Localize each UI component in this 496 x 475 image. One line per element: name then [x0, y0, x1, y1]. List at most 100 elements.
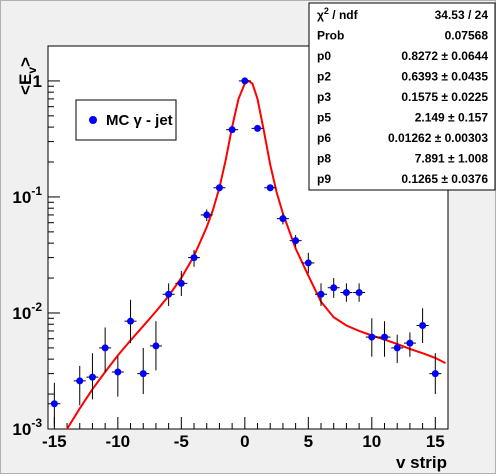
- y-axis: 10-3 10-2 10-1 1: [12, 45, 60, 439]
- data-marker: [228, 126, 236, 134]
- data-marker: [152, 342, 160, 350]
- stats-param-value: 34.53 / 24: [435, 8, 489, 22]
- x-tick-label: 10: [362, 432, 381, 451]
- data-marker: [127, 317, 135, 325]
- data-point: [162, 283, 175, 306]
- data-point: [86, 353, 99, 400]
- data-marker: [114, 368, 122, 376]
- y-axis-title-close: >: [16, 57, 35, 67]
- data-marker: [254, 124, 262, 132]
- data-marker: [76, 377, 84, 385]
- data-marker: [266, 184, 274, 192]
- data-point: [289, 234, 302, 248]
- data-marker: [292, 237, 300, 245]
- stats-row: χ2 / ndf 34.53 / 24: [317, 6, 488, 22]
- data-point: [111, 356, 124, 397]
- data-point: [238, 77, 251, 85]
- stats-param-name: p5: [317, 111, 331, 125]
- data-point: [226, 126, 239, 134]
- data-point: [213, 184, 226, 192]
- data-marker: [330, 284, 338, 292]
- data-point: [403, 332, 416, 357]
- data-point: [73, 365, 86, 406]
- data-point: [99, 327, 112, 372]
- svg-text:<Ev>: <Ev>: [16, 57, 39, 95]
- data-point: [200, 209, 213, 222]
- data-marker: [50, 400, 58, 408]
- data-marker: [381, 333, 389, 341]
- stats-row: p2 0.6393 ± 0.0435: [317, 70, 488, 84]
- data-point: [302, 252, 315, 274]
- data-marker: [139, 370, 147, 378]
- data-marker: [393, 344, 401, 352]
- x-tick-label: -10: [106, 432, 131, 451]
- y-tick-label: 10-2: [12, 300, 42, 323]
- stats-param-value: 0.1265 ± 0.0376: [401, 172, 488, 186]
- y-tick-label: 10-1: [12, 184, 42, 207]
- stats-param-name: p8: [317, 152, 331, 166]
- x-tick-label: -5: [174, 432, 189, 451]
- data-point: [327, 278, 340, 298]
- stats-param-name: p6: [317, 131, 331, 145]
- stats-row: Prob 0.07568: [317, 29, 488, 43]
- stats-row: p6 0.01262 ± 0.00303: [317, 131, 488, 145]
- data-marker: [88, 373, 96, 381]
- y-tick-label: 1: [33, 72, 42, 91]
- data-point: [264, 184, 277, 192]
- x-axis: -15 -10 -5 0 5 10 15: [42, 417, 449, 451]
- stats-param-value: 2.149 ± 0.157: [415, 111, 489, 125]
- data-point: [315, 283, 328, 306]
- data-point: [48, 382, 61, 427]
- stats-param-name: p2: [317, 70, 331, 84]
- data-marker: [431, 370, 439, 378]
- y-axis-title-sub: v: [25, 67, 39, 74]
- data-point: [365, 318, 378, 357]
- stats-param-value: 0.01262 ± 0.00303: [388, 131, 488, 145]
- data-marker: [165, 290, 173, 298]
- data-point: [378, 321, 391, 357]
- data-marker: [355, 289, 363, 297]
- data-point: [416, 308, 429, 344]
- data-point: [391, 334, 404, 364]
- legend-marker: [89, 116, 97, 124]
- x-tick-label: 15: [426, 432, 445, 451]
- data-point: [149, 321, 162, 371]
- stats-param-value: 0.1575 ± 0.0225: [401, 90, 488, 104]
- y-axis-title: <Ev>: [16, 57, 39, 95]
- data-marker: [368, 333, 376, 341]
- stats-param-value: 0.8272 ± 0.0644: [401, 49, 488, 63]
- data-point: [251, 124, 264, 132]
- data-marker: [419, 321, 427, 329]
- data-points-group: [48, 77, 442, 427]
- stats-param-value: 0.07568: [445, 29, 489, 43]
- stats-param-name: p9: [317, 172, 331, 186]
- stats-param-name: p0: [317, 49, 331, 63]
- data-point: [353, 283, 366, 302]
- data-marker: [304, 259, 312, 267]
- legend-box: MC γ - jet: [75, 99, 177, 141]
- data-point: [429, 353, 442, 395]
- fit-stats-box: χ2 / ndf 34.53 / 24 Prob 0.07568 p0 0.8272 ± …: [308, 2, 496, 191]
- data-marker: [101, 344, 109, 352]
- data-marker: [317, 290, 325, 298]
- y-tick-label: 10-3: [12, 416, 42, 439]
- data-point: [188, 249, 201, 267]
- stats-param-value: 7.891 ± 1.008: [415, 152, 489, 166]
- stats-param-name: Prob: [317, 29, 344, 43]
- data-marker: [215, 184, 223, 192]
- data-marker: [279, 215, 287, 223]
- data-marker: [406, 339, 414, 347]
- x-tick-label: 5: [304, 432, 313, 451]
- data-point: [340, 283, 353, 302]
- data-marker: [241, 77, 249, 85]
- x-tick-label: -15: [42, 432, 67, 451]
- stats-param-name: p3: [317, 90, 331, 104]
- data-point: [175, 271, 188, 297]
- stats-row: p5 2.149 ± 0.157: [317, 111, 488, 125]
- stats-param-name: χ2 / ndf: [317, 6, 359, 22]
- data-point: [124, 299, 137, 344]
- data-point: [137, 347, 150, 395]
- x-tick-label: 0: [240, 432, 249, 451]
- data-marker: [342, 289, 350, 297]
